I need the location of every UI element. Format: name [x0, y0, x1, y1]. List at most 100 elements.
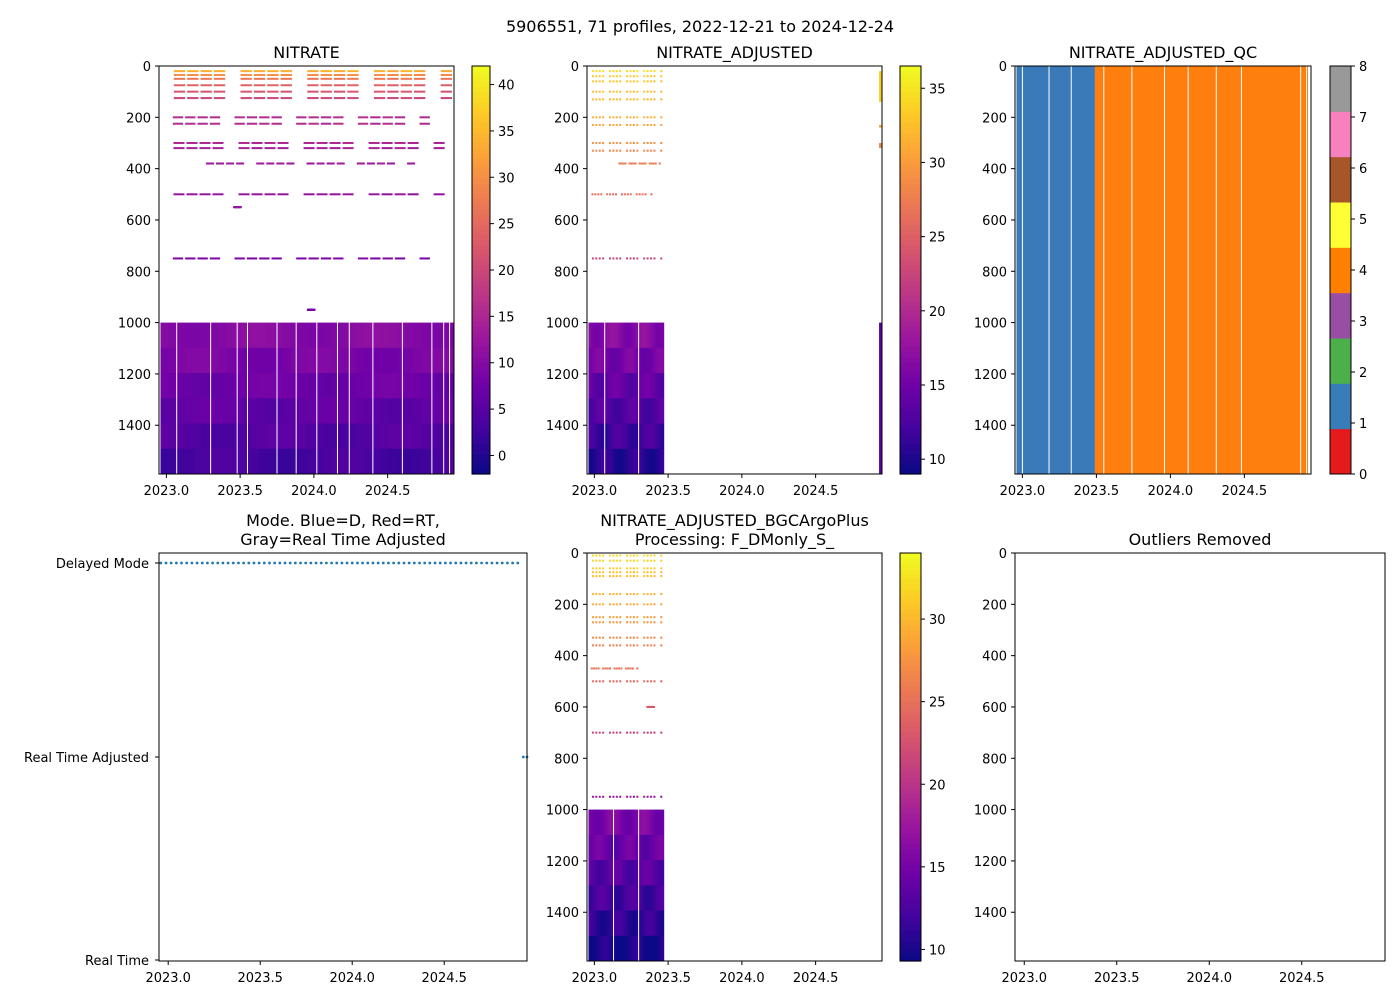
heatmap-cell — [615, 834, 619, 861]
heatmap-cell — [342, 193, 354, 196]
heatmap-cell — [626, 834, 629, 861]
heatmap-cell — [437, 322, 447, 349]
heatmap-cell — [602, 644, 605, 647]
heatmap-cell — [632, 593, 635, 596]
y-tick-label: 600 — [554, 701, 579, 716]
heatmap-cell — [598, 575, 601, 578]
mode-point-delayed — [268, 561, 271, 565]
colorbar-cell — [472, 326, 490, 332]
colorbar-cell — [900, 802, 921, 809]
heatmap-cell — [598, 616, 601, 619]
heatmap-cell — [621, 322, 625, 349]
colorbar-cell — [900, 894, 921, 901]
heatmap-cell — [608, 257, 611, 260]
heatmap-cell — [879, 322, 882, 474]
heatmap-cell — [607, 347, 610, 374]
heatmap-cell — [643, 149, 646, 152]
heatmap-cell — [632, 575, 635, 578]
heatmap-cell — [660, 644, 663, 647]
colorbar-cell — [900, 76, 921, 82]
heatmap-cell — [591, 571, 594, 574]
heatmap-cell — [280, 90, 292, 93]
heatmap-cell — [620, 667, 623, 670]
heatmap-cell — [267, 84, 279, 87]
heatmap-cell — [209, 398, 219, 425]
heatmap-cell — [621, 935, 625, 962]
colorbar-cell — [900, 407, 921, 414]
colorbar-tick-label: 5 — [498, 403, 506, 418]
mode-point-delayed — [242, 561, 246, 565]
heatmap-cell — [650, 193, 653, 196]
heatmap-cell — [651, 423, 654, 450]
heatmap-cell — [653, 731, 656, 734]
heatmap-cell — [646, 644, 649, 647]
heatmap-cell — [588, 910, 592, 937]
colorbar-cell — [900, 331, 921, 337]
mode-point-delayed — [180, 561, 183, 565]
heatmap-cell — [640, 398, 644, 425]
heatmap-cell — [413, 398, 422, 425]
colorbar-cell — [900, 578, 921, 585]
heatmap-cell — [290, 347, 300, 374]
heatmap-cell — [380, 423, 390, 450]
heatmap-cell — [595, 644, 598, 647]
heatmap-cell — [595, 116, 598, 119]
heatmap-cell — [655, 448, 658, 475]
heatmap-cell — [588, 860, 592, 886]
x-tick-label: 2023.5 — [237, 971, 283, 986]
mode-point-delayed — [309, 561, 313, 565]
heatmap-cell — [621, 809, 625, 836]
heatmap-cell — [628, 910, 631, 937]
heatmap-cell — [347, 90, 359, 93]
heatmap-cell — [396, 423, 406, 450]
heatmap-cell — [646, 731, 649, 734]
heatmap-cell — [200, 97, 212, 100]
heatmap-cell — [348, 373, 357, 399]
heatmap-cell — [598, 80, 601, 83]
heatmap-cell — [609, 398, 612, 425]
heatmap-cell — [626, 149, 629, 152]
heatmap-cell — [643, 575, 646, 578]
heatmap-cell — [636, 116, 639, 119]
heatmap-cell — [632, 559, 635, 562]
heatmap-cell — [592, 885, 596, 912]
heatmap-cell — [201, 448, 210, 475]
heatmap-cell — [636, 559, 639, 562]
heatmap-cell — [649, 834, 652, 861]
heatmap-cell — [660, 80, 663, 83]
heatmap-cell — [659, 347, 663, 374]
heatmap-cell — [654, 162, 657, 165]
heatmap-cell — [646, 257, 649, 260]
heatmap-cell — [307, 398, 316, 425]
heatmap-cell — [253, 97, 266, 100]
heatmap-cell — [612, 257, 615, 260]
heatmap-cell — [642, 373, 646, 399]
heatmap-cell — [642, 834, 646, 861]
heatmap-cell — [184, 322, 194, 349]
heatmap-cell — [659, 910, 663, 937]
heatmap-cell — [595, 80, 598, 83]
heatmap-cell — [591, 567, 594, 570]
heatmap-cell — [173, 147, 185, 150]
heatmap-cell — [608, 75, 611, 78]
heatmap-cell — [638, 809, 642, 836]
heatmap-cell — [607, 373, 610, 399]
heatmap-cell — [632, 860, 635, 886]
heatmap-cell — [200, 73, 212, 76]
heatmap-cell — [591, 593, 594, 596]
heatmap-cell — [636, 795, 639, 798]
mode-point-delayed — [293, 561, 297, 565]
heatmap-cell — [619, 616, 622, 619]
heatmap-cell — [615, 616, 618, 619]
colorbar-cell — [900, 915, 921, 921]
heatmap-cell — [368, 193, 380, 196]
colorbar-cell — [472, 351, 490, 358]
heatmap-cell — [646, 616, 649, 619]
heatmap-cell — [592, 910, 596, 937]
heatmap-cell — [634, 910, 638, 937]
heatmap-cell — [634, 935, 638, 962]
colorbar-tick-label: 4 — [1359, 264, 1367, 279]
heatmap-cell — [357, 122, 369, 125]
colorbar-cell — [472, 372, 490, 378]
heatmap-cell — [266, 373, 276, 399]
